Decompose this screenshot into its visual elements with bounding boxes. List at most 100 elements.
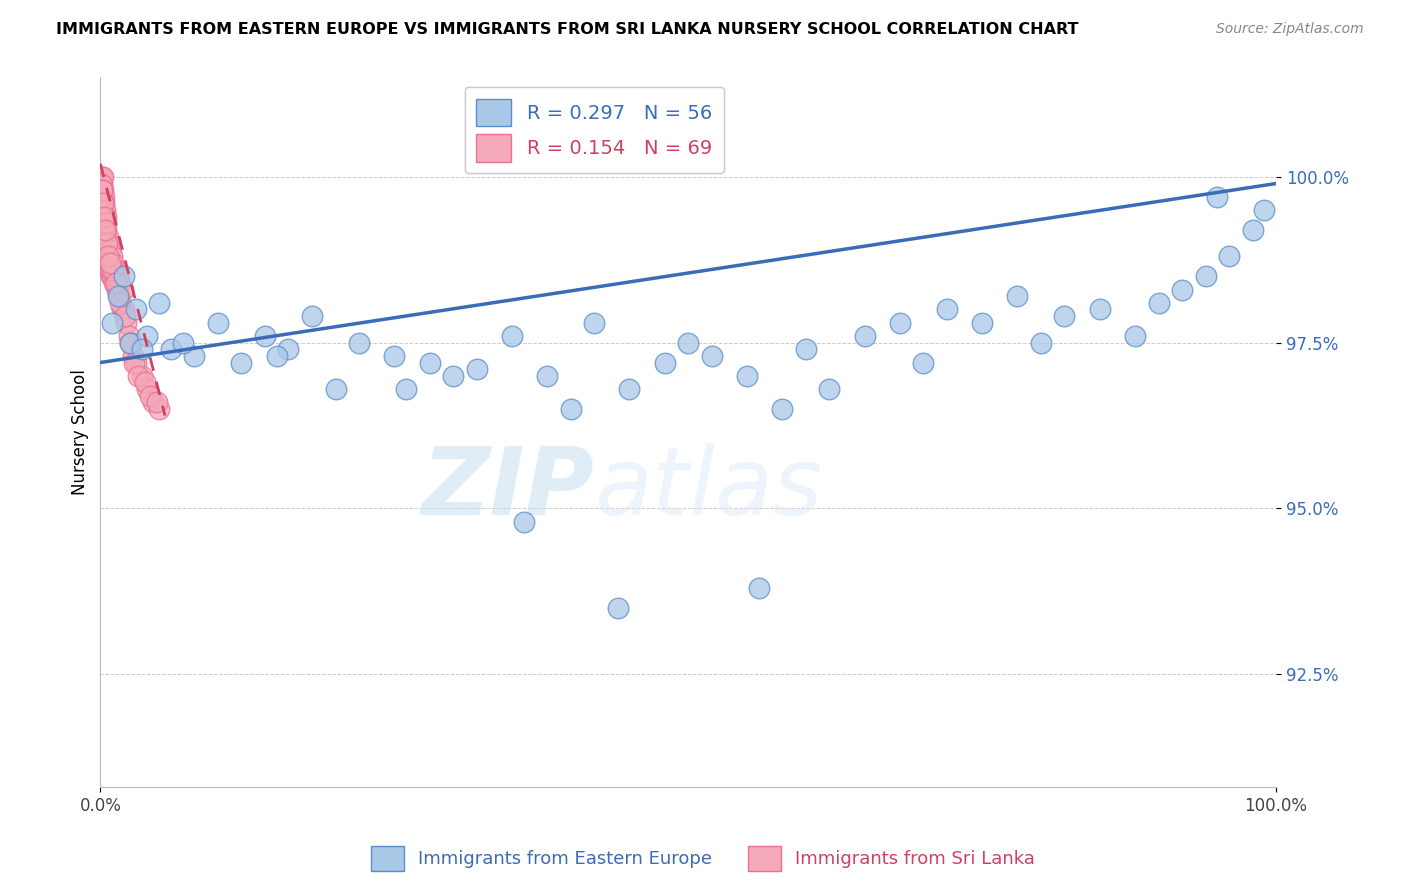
Point	[110, 276, 132, 290]
Point	[122, 349, 145, 363]
Point	[105, 283, 128, 297]
Point	[676, 335, 699, 350]
Point	[972, 316, 994, 330]
Point	[96, 223, 118, 237]
Point	[98, 243, 121, 257]
Text: IMMIGRANTS FROM EASTERN EUROPE VS IMMIGRANTS FROM SRI LANKA NURSERY SCHOOL CORRE: IMMIGRANTS FROM EASTERN EUROPE VS IMMIGR…	[56, 22, 1078, 37]
Point	[100, 269, 122, 284]
Point	[700, 349, 723, 363]
Point	[97, 256, 120, 270]
Point	[111, 283, 134, 297]
Point	[91, 183, 114, 197]
Point	[1088, 302, 1111, 317]
Point	[142, 395, 165, 409]
Point	[124, 355, 146, 369]
Point	[98, 236, 121, 251]
Point	[94, 216, 117, 230]
Point	[117, 329, 139, 343]
Legend: Immigrants from Eastern Europe, Immigrants from Sri Lanka: Immigrants from Eastern Europe, Immigran…	[364, 838, 1042, 879]
Point	[108, 296, 131, 310]
Point	[94, 223, 117, 237]
Point	[90, 190, 112, 204]
Point	[90, 183, 112, 197]
Point	[172, 335, 194, 350]
Point	[1241, 223, 1264, 237]
Point	[131, 343, 153, 357]
Point	[120, 335, 142, 350]
Point	[1147, 296, 1170, 310]
Point	[818, 382, 841, 396]
Point	[131, 368, 153, 383]
Point	[465, 362, 488, 376]
Point	[94, 210, 117, 224]
Point	[1123, 329, 1146, 343]
Point	[325, 382, 347, 396]
Text: atlas: atlas	[595, 443, 823, 534]
Point	[536, 368, 558, 383]
Point	[1253, 202, 1275, 217]
Point	[1218, 249, 1240, 263]
Point	[654, 355, 676, 369]
Point	[277, 343, 299, 357]
Point	[101, 262, 124, 277]
Point	[501, 329, 523, 343]
Point	[794, 343, 817, 357]
Point	[91, 196, 114, 211]
Y-axis label: Nursery School: Nursery School	[72, 369, 89, 495]
Point	[90, 183, 112, 197]
Point	[1206, 190, 1229, 204]
Point	[97, 249, 120, 263]
Point	[91, 183, 114, 197]
Point	[1029, 335, 1052, 350]
Point	[100, 262, 122, 277]
Point	[115, 316, 138, 330]
Point	[1171, 283, 1194, 297]
Point	[512, 515, 534, 529]
Point	[105, 276, 128, 290]
Point	[93, 190, 115, 204]
Point	[441, 368, 464, 383]
Point	[94, 202, 117, 217]
Point	[266, 349, 288, 363]
Point	[207, 316, 229, 330]
Point	[94, 223, 117, 237]
Point	[124, 302, 146, 317]
Point	[560, 401, 582, 416]
Point	[770, 401, 793, 416]
Point	[94, 236, 117, 251]
Point	[90, 196, 112, 211]
Point	[96, 236, 118, 251]
Point	[606, 600, 628, 615]
Point	[96, 249, 118, 263]
Point	[748, 581, 770, 595]
Point	[114, 309, 136, 323]
Point	[912, 355, 935, 369]
Point	[1194, 269, 1216, 284]
Point	[583, 316, 606, 330]
Point	[93, 210, 115, 224]
Point	[136, 329, 159, 343]
Point	[127, 368, 149, 383]
Point	[619, 382, 641, 396]
Legend: R = 0.297   N = 56, R = 0.154   N = 69: R = 0.297 N = 56, R = 0.154 N = 69	[464, 87, 724, 173]
Point	[108, 289, 131, 303]
Point	[91, 177, 114, 191]
Point	[231, 355, 253, 369]
Point	[103, 276, 125, 290]
Point	[96, 236, 118, 251]
Text: Source: ZipAtlas.com: Source: ZipAtlas.com	[1216, 22, 1364, 37]
Point	[395, 382, 418, 396]
Text: ZIP: ZIP	[422, 443, 595, 535]
Point	[112, 302, 135, 317]
Point	[98, 256, 121, 270]
Point	[104, 262, 127, 277]
Point	[136, 382, 159, 396]
Point	[91, 202, 114, 217]
Point	[183, 349, 205, 363]
Point	[735, 368, 758, 383]
Point	[112, 269, 135, 284]
Point	[160, 343, 183, 357]
Point	[853, 329, 876, 343]
Point	[134, 376, 156, 390]
Point	[90, 169, 112, 184]
